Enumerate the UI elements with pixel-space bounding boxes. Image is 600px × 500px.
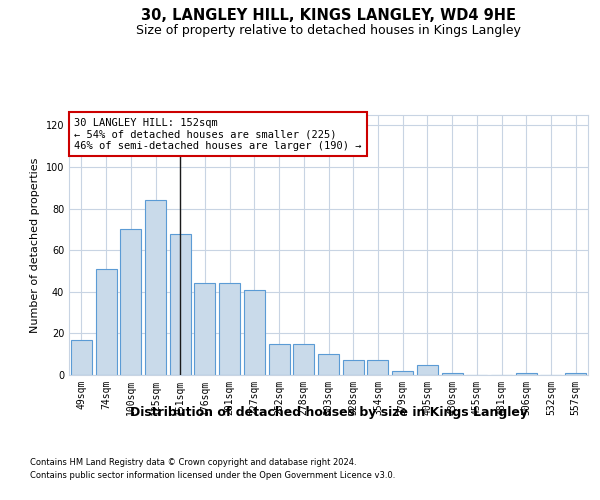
Bar [293,344,314,375]
Bar [120,230,141,375]
Bar [565,373,586,375]
Bar [367,360,388,375]
Bar [318,354,339,375]
Y-axis label: Number of detached properties: Number of detached properties [30,158,40,332]
Bar [417,364,438,375]
Text: Contains HM Land Registry data © Crown copyright and database right 2024.: Contains HM Land Registry data © Crown c… [30,458,356,467]
Bar [392,371,413,375]
Bar [170,234,191,375]
Bar [343,360,364,375]
Bar [219,284,240,375]
Bar [244,290,265,375]
Bar [71,340,92,375]
Text: 30 LANGLEY HILL: 152sqm
← 54% of detached houses are smaller (225)
46% of semi-d: 30 LANGLEY HILL: 152sqm ← 54% of detache… [74,118,362,151]
Bar [442,373,463,375]
Bar [516,373,537,375]
Bar [95,269,116,375]
Text: 30, LANGLEY HILL, KINGS LANGLEY, WD4 9HE: 30, LANGLEY HILL, KINGS LANGLEY, WD4 9HE [142,8,516,22]
Bar [145,200,166,375]
Bar [194,284,215,375]
Text: Contains public sector information licensed under the Open Government Licence v3: Contains public sector information licen… [30,472,395,480]
Text: Distribution of detached houses by size in Kings Langley: Distribution of detached houses by size … [130,406,528,419]
Bar [269,344,290,375]
Text: Size of property relative to detached houses in Kings Langley: Size of property relative to detached ho… [136,24,521,37]
